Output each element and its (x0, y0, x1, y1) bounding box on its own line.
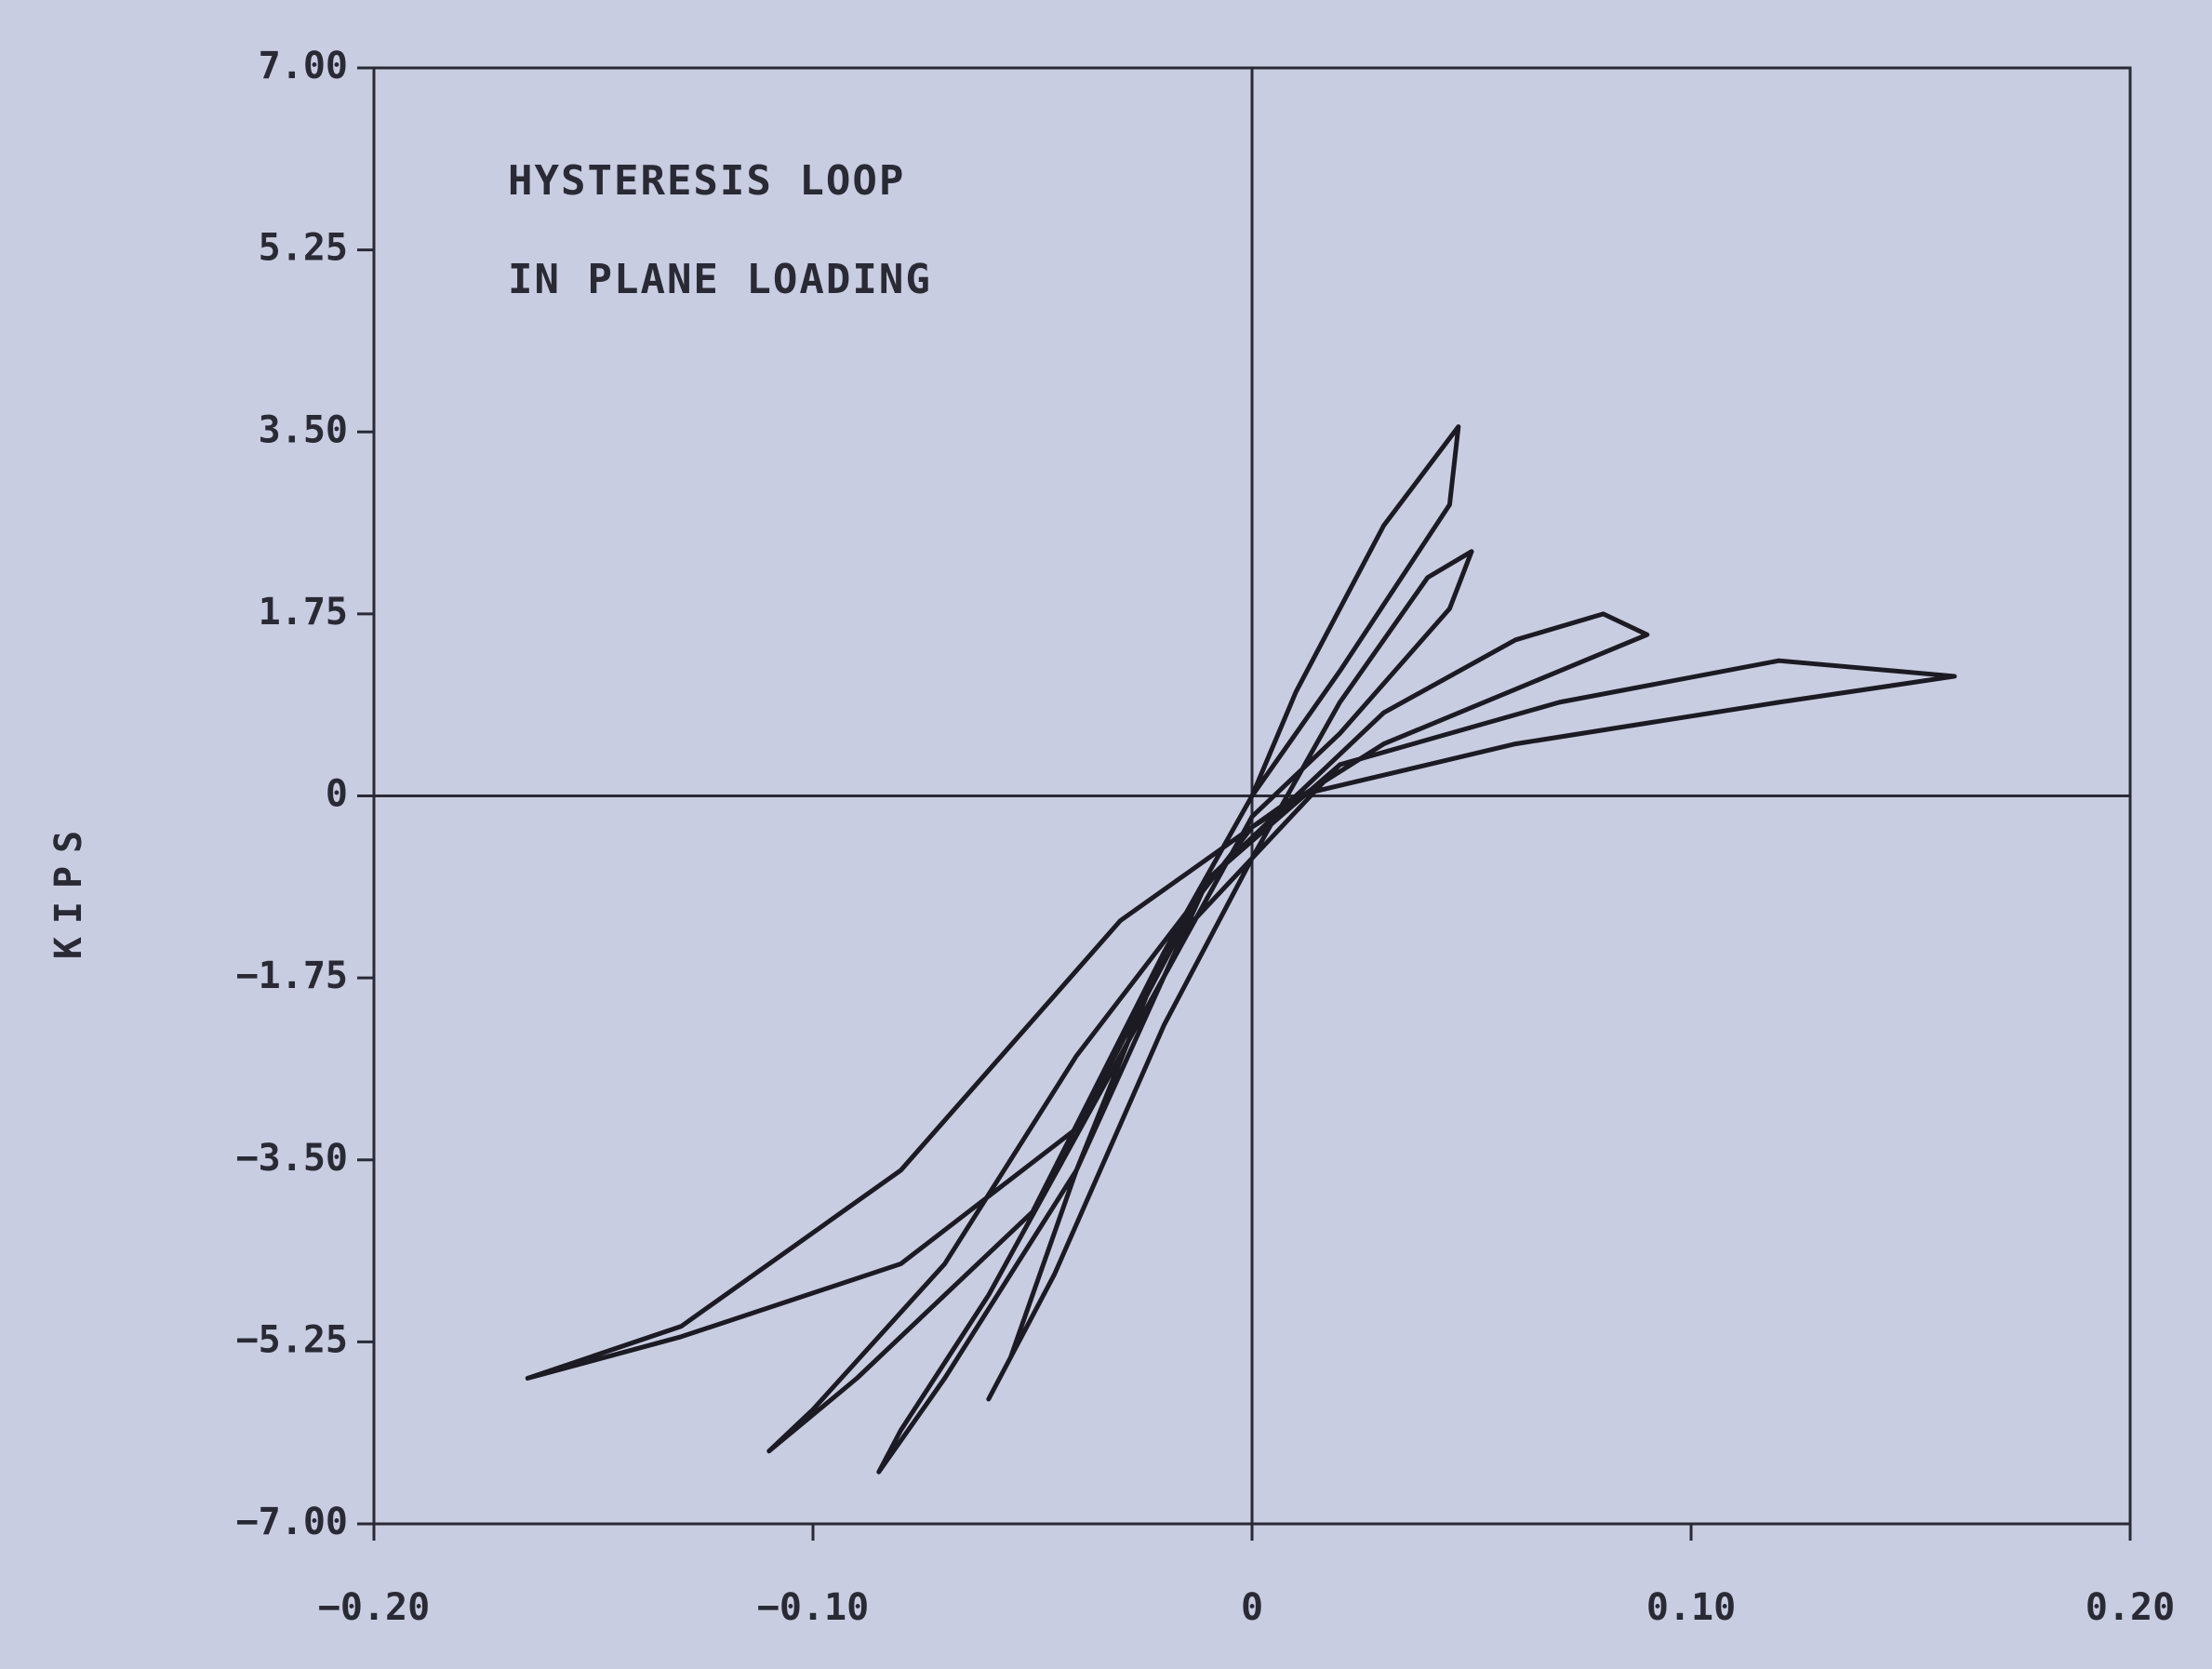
chart: HYSTERESIS LOOP IN PLANE LOADING KIPS −7… (0, 0, 2212, 1669)
y-tick-label: 7.00 (259, 45, 348, 87)
x-tick-label: −0.10 (757, 1586, 869, 1629)
x-tick-label: 0.10 (1646, 1586, 1736, 1629)
x-tick-label: 0 (1241, 1586, 1263, 1629)
chart-subtitle: IN PLANE LOADING (508, 256, 932, 303)
y-tick-label: 3.50 (259, 408, 348, 451)
y-tick-label: 0 (326, 773, 348, 816)
y-tick-label: −5.25 (236, 1318, 348, 1361)
chart-title: HYSTERESIS LOOP (508, 157, 905, 205)
y-tick-label: −7.00 (236, 1501, 348, 1543)
y-tick-label: 5.25 (259, 227, 348, 270)
y-tick-label: −3.50 (236, 1137, 348, 1180)
page: {"chart_data": { "type": "line", "title"… (0, 0, 2212, 1669)
hysteresis-curve (527, 427, 1954, 1472)
x-tick-label: 0.20 (2085, 1586, 2175, 1629)
y-tick-label: −1.75 (236, 955, 348, 997)
y-tick-label: 1.75 (259, 591, 348, 634)
x-tick-label: −0.20 (318, 1586, 430, 1629)
y-axis-label: KIPS (47, 818, 90, 959)
